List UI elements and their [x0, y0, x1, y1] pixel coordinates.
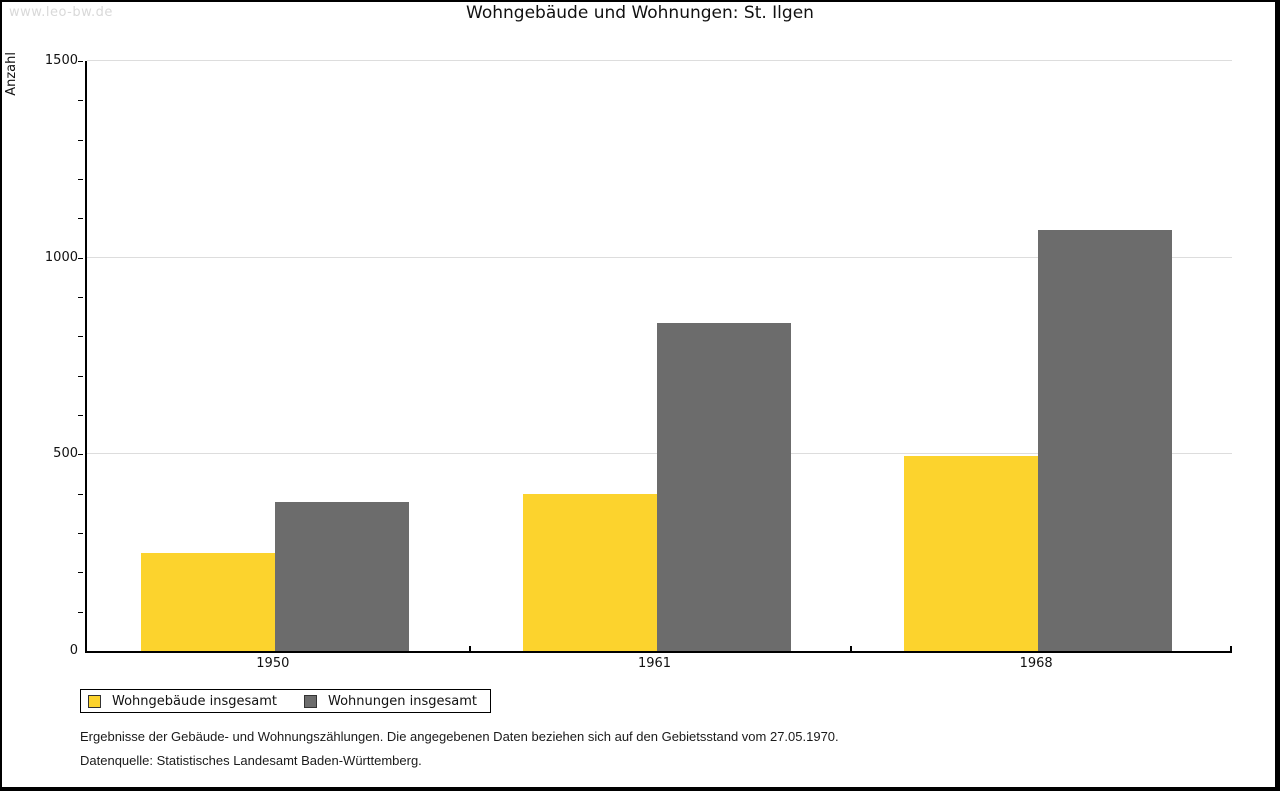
y-minor-tick-400	[78, 493, 83, 495]
plot-area	[85, 60, 1232, 653]
y-tick-label-0: 0	[69, 643, 78, 658]
bar-wohnungen-1968	[1038, 230, 1173, 651]
legend-label-wohngebaeude: Wohngebäude insgesamt	[112, 693, 277, 709]
footer-note-source-info: Ergebnisse der Gebäude- und Wohnungszähl…	[80, 729, 839, 744]
gridline-1500	[87, 60, 1232, 61]
legend-label-wohnungen: Wohnungen insgesamt	[328, 693, 477, 709]
y-minor-tick-1500	[78, 61, 83, 62]
y-minor-tick-100	[78, 611, 83, 613]
bar-wohnungen-1950	[274, 501, 409, 651]
footer-note-data-source: Datenquelle: Statistisches Landesamt Bad…	[80, 753, 422, 768]
x-category-label-1961: 1961	[637, 656, 672, 671]
y-minor-tick-1100	[78, 218, 83, 220]
y-axis-title: Anzahl	[4, 52, 19, 96]
bar-wohngebaeude-1968	[904, 456, 1039, 651]
bar-wohngebaeude-1961	[522, 493, 657, 651]
gridline-1000	[87, 256, 1232, 258]
y-minor-tick-600	[78, 415, 83, 416]
watermark: www.leo-bw.de	[9, 5, 113, 20]
y-minor-tick-300	[78, 533, 83, 534]
y-tick-label-1500: 1500	[44, 53, 78, 68]
x-category-label-1968: 1968	[1019, 656, 1053, 671]
y-minor-tick-200	[78, 572, 83, 574]
x-category-label-1950: 1950	[256, 656, 290, 671]
bar-wohngebaeude-1950	[140, 552, 275, 651]
legend-box: Wohngebäude insgesamt Wohnungen insgesam…	[80, 689, 491, 713]
y-minor-tick-1000	[78, 257, 83, 259]
x-boundary-tick-2	[850, 646, 853, 651]
y-minor-tick-1200	[78, 179, 83, 180]
y-tick-label-500: 500	[53, 446, 78, 462]
y-tick-label-1000: 1000	[44, 249, 78, 265]
legend-item-wohnungen: Wohnungen insgesamt	[304, 694, 477, 709]
x-boundary-tick-3	[1230, 646, 1232, 651]
y-minor-tick-1300	[78, 139, 83, 141]
y-minor-tick-800	[78, 336, 83, 338]
chart-title: Wohngebäude und Wohnungen: St. Ilgen	[466, 3, 814, 23]
y-minor-tick-700	[78, 375, 83, 377]
legend-item-wohngebaeude: Wohngebäude insgesamt	[88, 694, 277, 709]
y-minor-tick-900	[78, 297, 83, 298]
x-boundary-tick-1	[468, 646, 471, 651]
bar-wohnungen-1961	[656, 322, 791, 651]
legend-swatch-gray-icon	[304, 694, 317, 708]
y-minor-tick-500	[78, 454, 83, 456]
y-minor-tick-1400	[78, 100, 83, 102]
legend-swatch-yellow-icon	[88, 694, 101, 708]
